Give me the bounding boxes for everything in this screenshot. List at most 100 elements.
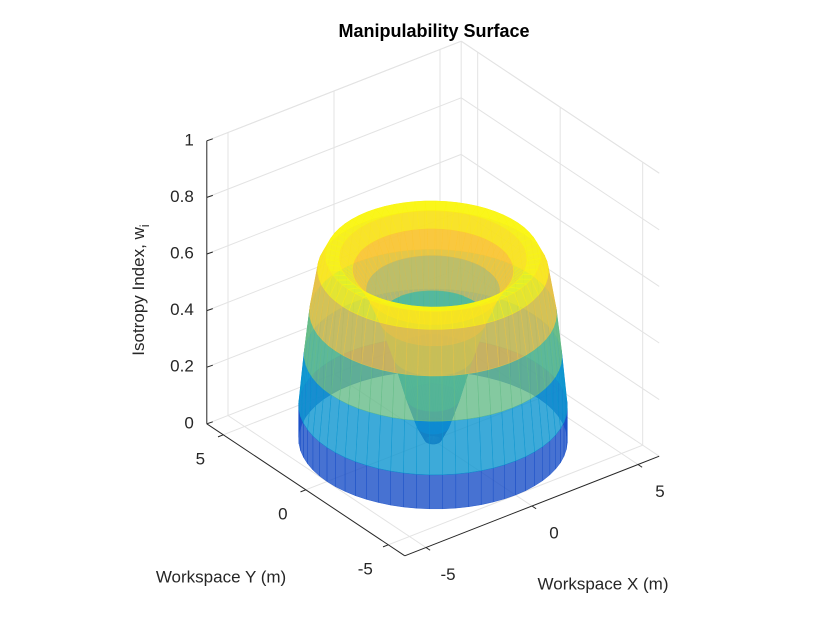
surface-patch xyxy=(442,420,457,476)
surface-patch xyxy=(418,310,431,330)
surface-patch xyxy=(344,457,356,496)
surface-patch xyxy=(429,420,443,476)
surface-patch xyxy=(525,451,535,492)
surface-patch xyxy=(335,452,346,492)
x-tick xyxy=(531,505,537,510)
surface-patch xyxy=(307,429,314,471)
y-tick xyxy=(217,434,224,438)
y-tick xyxy=(382,544,389,548)
grid-line xyxy=(460,153,660,287)
y-tick-label: 5 xyxy=(196,449,205,468)
surface-patch xyxy=(441,328,455,377)
surface-patch xyxy=(429,306,442,312)
surface-patch xyxy=(390,470,404,508)
surface-patch xyxy=(424,200,437,211)
grid-line xyxy=(206,97,462,198)
surface-patch xyxy=(504,460,516,500)
z-tick xyxy=(206,251,213,255)
surface-patch xyxy=(515,456,526,496)
z-tick-label: 0.8 xyxy=(170,187,194,206)
surface-patch xyxy=(390,417,405,474)
surface-patch xyxy=(493,464,505,503)
chart-title: Manipulability Surface xyxy=(338,21,529,41)
surface-patch xyxy=(393,325,408,375)
surface-patch xyxy=(450,309,464,329)
y-axis-label: Workspace Y (m) xyxy=(156,567,286,586)
surface-patch xyxy=(319,441,328,482)
y-tick-label: -5 xyxy=(358,559,373,578)
surface-patch xyxy=(429,329,443,377)
surface-patch xyxy=(425,210,436,230)
z-tick xyxy=(206,421,213,425)
x-axis-label: Workspace X (m) xyxy=(538,574,669,593)
surface-patch xyxy=(477,369,492,418)
y-tick xyxy=(300,489,306,493)
surface-patch xyxy=(380,369,395,418)
z-tick xyxy=(206,308,213,312)
x-tick xyxy=(425,547,431,551)
surface-patch xyxy=(429,474,443,509)
surface-patch xyxy=(481,467,494,505)
grid-line xyxy=(460,97,660,231)
surface-patch xyxy=(355,461,367,500)
z-axis-label: Isotropy Index, wi xyxy=(129,224,152,356)
z-axis-label-subscript: i xyxy=(137,224,152,227)
surface-patch xyxy=(366,411,381,469)
surface-patch xyxy=(542,440,550,482)
surface-patch xyxy=(426,228,436,256)
surface-patch xyxy=(326,447,336,488)
surface-patch xyxy=(454,418,469,475)
surface xyxy=(298,200,568,510)
z-tick-label: 0.6 xyxy=(170,243,194,262)
surface-patch xyxy=(455,472,469,509)
surface-patch xyxy=(407,309,420,330)
surface-patch xyxy=(560,422,565,463)
surface-patch xyxy=(403,419,418,475)
z-tick-label: 1 xyxy=(184,130,193,149)
surface-patch xyxy=(416,375,431,422)
y-tick-label: 0 xyxy=(278,504,287,523)
surface-patch xyxy=(452,327,467,376)
surface-patch xyxy=(417,328,431,377)
surface-patch xyxy=(429,375,443,422)
surface-patch xyxy=(312,435,320,477)
z-tick-label: 0 xyxy=(184,413,193,432)
x-tick-label: -5 xyxy=(440,565,455,584)
z-axis-label-text: Isotropy Index, w xyxy=(129,226,148,355)
surface-patch xyxy=(392,372,407,420)
surface-patch xyxy=(366,465,379,503)
surface-patch xyxy=(479,414,494,471)
surface-patch xyxy=(403,472,417,509)
surface-patch xyxy=(442,473,456,510)
x-tick xyxy=(637,464,643,468)
surface-patch xyxy=(419,306,431,312)
surface-patch xyxy=(378,468,391,506)
surface-patch xyxy=(435,200,447,212)
surface-patch xyxy=(416,474,430,510)
surface-patch xyxy=(465,371,480,420)
box-edge xyxy=(460,40,660,174)
surface-patch xyxy=(416,420,430,476)
surface-patch xyxy=(405,327,419,376)
surface-patch xyxy=(404,374,418,421)
surface-patch xyxy=(429,310,442,330)
grid-line xyxy=(206,153,462,255)
x-tick-label: 0 xyxy=(549,523,558,542)
z-tick xyxy=(206,364,213,368)
surface-patch xyxy=(555,428,561,470)
surface-patch xyxy=(441,375,456,422)
surface-patch xyxy=(440,310,453,330)
z-tick xyxy=(206,138,213,142)
surface-patch xyxy=(303,422,308,465)
surface-patch xyxy=(378,414,393,472)
z-tick xyxy=(206,194,213,198)
surface-patch xyxy=(534,446,543,487)
surface-patch xyxy=(468,470,482,507)
x-tick-label: 5 xyxy=(655,482,664,501)
surface-patch xyxy=(549,434,556,476)
z-tick-label: 0.2 xyxy=(170,357,194,376)
surface-patch xyxy=(453,373,468,421)
box-edge xyxy=(206,40,462,142)
